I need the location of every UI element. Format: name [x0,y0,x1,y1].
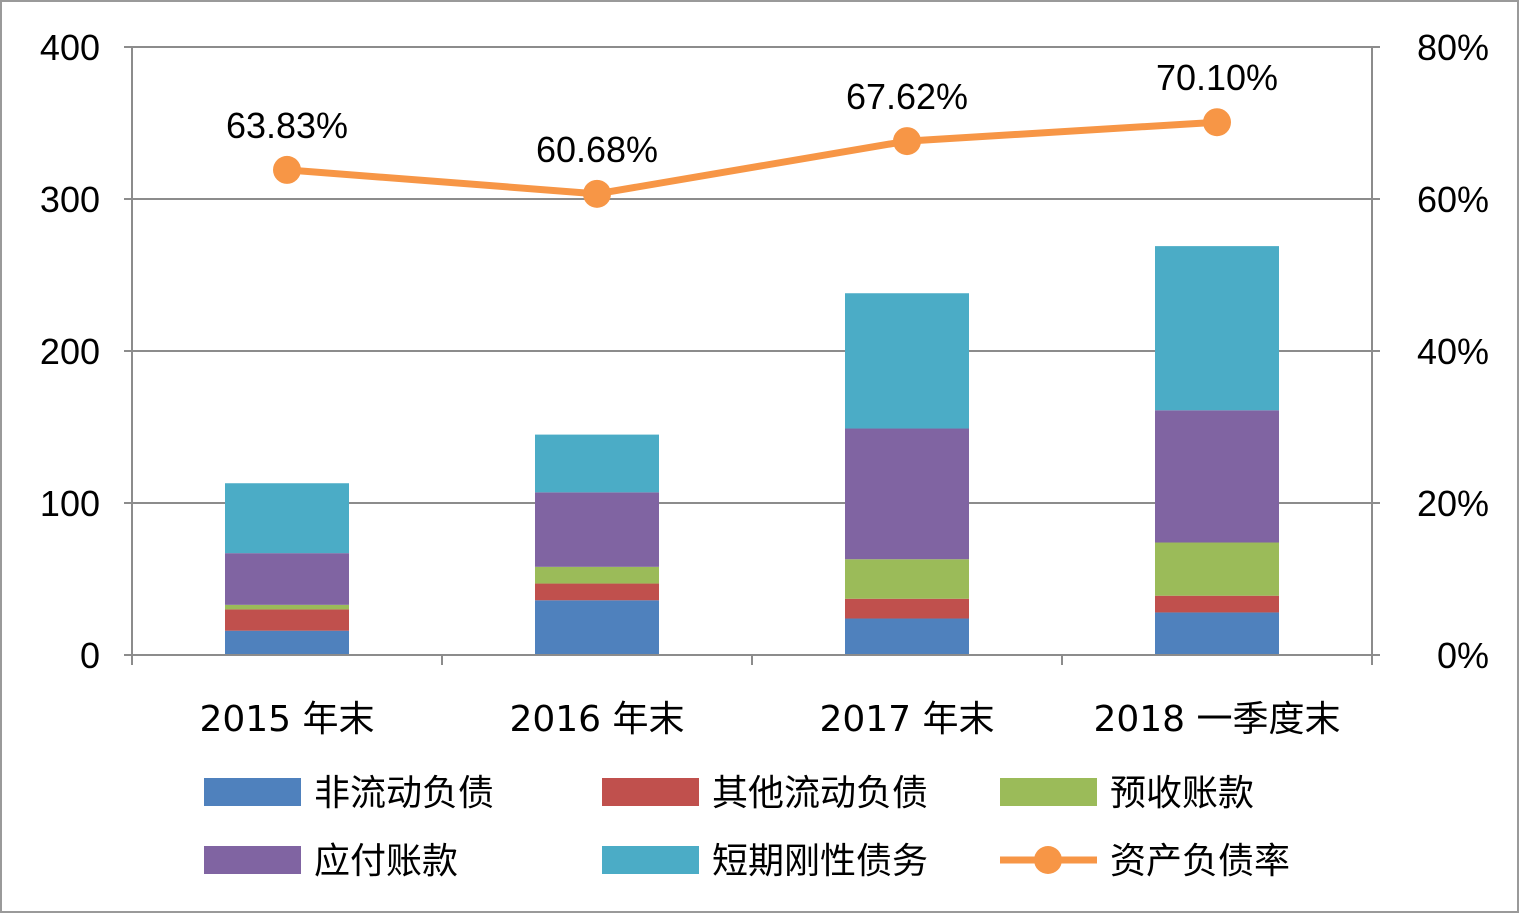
line-marker [1203,108,1231,137]
legend-swatch [1000,778,1097,806]
legend-label: 其他流动负债 [712,773,928,814]
legend-swatch [204,846,301,874]
bar-segment [845,598,969,619]
x-axis-category-label: 2018 一季度末 [1093,699,1340,740]
bar-segment [225,630,349,655]
line-data-label: 67.62% [846,76,968,117]
right-axis-tick-label: 80% [1417,27,1489,68]
line-series-path [286,118,1218,198]
bar-segment [1155,542,1279,596]
right-axis-tick-label: 40% [1417,331,1489,372]
bar-segment [535,600,659,655]
left-axis-tick-label: 400 [40,27,100,68]
bar-segment [535,434,659,493]
bar-segment [225,609,349,631]
left-axis-tick-label: 200 [40,331,100,372]
legend-label: 短期刚性债务 [712,841,928,882]
legend-swatch [602,846,699,874]
x-axis-category-label: 2015 年末 [199,699,374,740]
legend-label: 资产负债率 [1110,841,1290,882]
x-axis-category-label: 2016 年末 [509,699,684,740]
bar-segment [845,559,969,599]
bar-segment [1155,410,1279,543]
bar-segment [845,618,969,655]
bar-segment [1155,595,1279,613]
bar-segment [1155,612,1279,655]
x-axis-category-label: 2017 年末 [819,699,994,740]
legend-swatch [204,778,301,806]
bar-segment [225,483,349,554]
left-axis-tick-label: 100 [40,483,100,524]
line-data-label: 63.83% [226,105,348,146]
right-axis-tick-label: 0% [1437,635,1489,676]
bar-segment [535,583,659,601]
left-axis-tick-label: 0 [80,635,100,676]
left-axis-tick-label: 300 [40,179,100,220]
bar-segment [535,492,659,567]
legend-label: 预收账款 [1110,773,1254,814]
right-axis-tick-label: 60% [1417,179,1489,220]
legend-swatch [602,778,699,806]
bar-segment [225,553,349,605]
right-axis-tick-label: 20% [1417,483,1489,524]
bar-segment [845,293,969,429]
legend-label: 应付账款 [314,841,458,882]
line-data-label: 60.68% [536,129,658,170]
legend-label: 非流动负债 [314,773,494,814]
bar-segment [225,604,349,610]
bar-segment [1155,246,1279,411]
line-marker [893,127,921,156]
bar-segment [535,566,659,584]
line-data-label: 70.10% [1156,57,1278,98]
bar-segment [845,428,969,560]
legend-marker [1034,846,1062,874]
line-marker [273,155,301,184]
line-marker [583,179,611,208]
